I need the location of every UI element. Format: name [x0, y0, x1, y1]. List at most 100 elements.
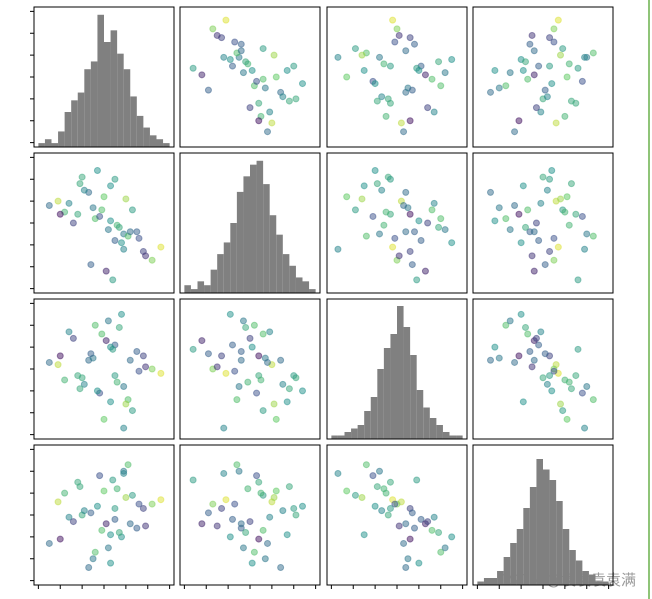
scatter-point — [351, 491, 359, 499]
scatter-point — [237, 520, 245, 528]
hist-bar — [64, 112, 72, 147]
scatter-point — [589, 232, 597, 240]
scatter-point — [104, 226, 112, 234]
hist-bar — [309, 289, 316, 293]
scatter-point — [535, 62, 543, 70]
hist-bar — [230, 223, 237, 293]
scatter-point — [435, 58, 443, 66]
scatter-point — [115, 529, 123, 536]
scatter-point — [386, 504, 394, 512]
hist-bar — [204, 285, 211, 293]
scatter-point — [386, 478, 394, 486]
hist-bar — [156, 139, 164, 147]
scatter-point — [100, 193, 108, 201]
scatter-point — [502, 321, 510, 329]
scatter-point — [239, 69, 247, 77]
scatter-point — [283, 398, 291, 406]
scatter-point — [371, 502, 379, 510]
scatter-point — [226, 310, 234, 318]
scatter-point — [343, 193, 351, 201]
scatter-point — [535, 341, 543, 349]
scatter-point — [441, 226, 449, 234]
scatter-point — [56, 352, 64, 360]
scatter-point — [430, 513, 438, 521]
scatter-point — [231, 367, 239, 375]
scatter-point — [515, 210, 523, 218]
scatter-point — [358, 195, 366, 203]
scatter-point — [371, 80, 379, 88]
scatter-point — [91, 321, 99, 329]
scatter-point — [362, 461, 370, 469]
scatter-point — [257, 489, 265, 497]
scatter-point — [98, 330, 106, 338]
scatter-point — [526, 40, 534, 48]
scatter-point — [552, 119, 560, 127]
scatter-point — [285, 385, 293, 393]
scatter-point — [395, 252, 403, 260]
hist-bar — [51, 143, 59, 147]
scatter-point — [524, 206, 532, 214]
scatter-point — [539, 173, 547, 181]
scatter-point — [400, 539, 408, 547]
scatter-point — [65, 513, 73, 521]
scatter-point — [272, 415, 280, 423]
scatter-point — [530, 47, 538, 55]
scatter-point — [124, 461, 132, 469]
scatter-point — [189, 476, 197, 484]
scatter-point — [395, 31, 403, 39]
scatter-point — [85, 564, 93, 571]
scatter-point — [448, 239, 456, 247]
scatter-point — [122, 400, 130, 408]
scatter-point — [65, 199, 73, 207]
scatter-point — [69, 334, 77, 342]
scatter-point — [526, 348, 534, 355]
scatter-point — [122, 195, 130, 203]
scatter-point — [413, 276, 421, 284]
scatter-point — [218, 352, 226, 360]
scatter-point — [69, 219, 77, 227]
scatter-point — [113, 378, 121, 386]
scatter-point — [435, 529, 443, 536]
scatter-point — [233, 396, 241, 404]
scatter-point — [550, 234, 558, 242]
scatter-point — [98, 526, 106, 534]
scatter-point — [128, 407, 136, 415]
scatter-point — [380, 60, 388, 68]
hist-bar — [143, 127, 150, 147]
scatter-point — [402, 188, 410, 196]
scatter-point — [495, 204, 503, 212]
scatter-point — [530, 267, 538, 275]
hist-bar — [423, 407, 430, 439]
scatter-point — [93, 502, 101, 510]
hist-bar — [71, 100, 78, 147]
scatter-point — [255, 535, 263, 543]
scatter-point — [334, 53, 342, 61]
scatter-point — [270, 494, 278, 501]
scatter-point — [113, 485, 121, 493]
scatter-point — [378, 186, 386, 194]
hist-bar — [377, 369, 384, 439]
scatter-point — [369, 212, 377, 220]
scatter-point — [255, 478, 263, 486]
scatter-point — [565, 60, 573, 68]
scatter-point — [244, 485, 252, 493]
scatter-point — [572, 372, 580, 380]
scatter-point — [495, 84, 503, 92]
scatter-point — [380, 221, 388, 229]
scatter-point — [292, 511, 300, 519]
scatter-point — [264, 539, 271, 547]
scatter-point — [376, 467, 383, 475]
scatter-point — [448, 56, 456, 63]
hist-bar — [331, 435, 338, 439]
scatter-point — [574, 276, 582, 284]
scatter-point — [80, 186, 88, 194]
hist-bar — [130, 96, 137, 147]
scatter-point — [285, 97, 293, 105]
hist-bar — [256, 160, 264, 293]
scatter-point — [259, 330, 267, 338]
hist-bar — [556, 501, 563, 585]
scatter-point — [104, 317, 112, 325]
hist-bar — [236, 191, 244, 293]
scatter-point — [213, 31, 221, 39]
scatter-point — [111, 504, 119, 512]
